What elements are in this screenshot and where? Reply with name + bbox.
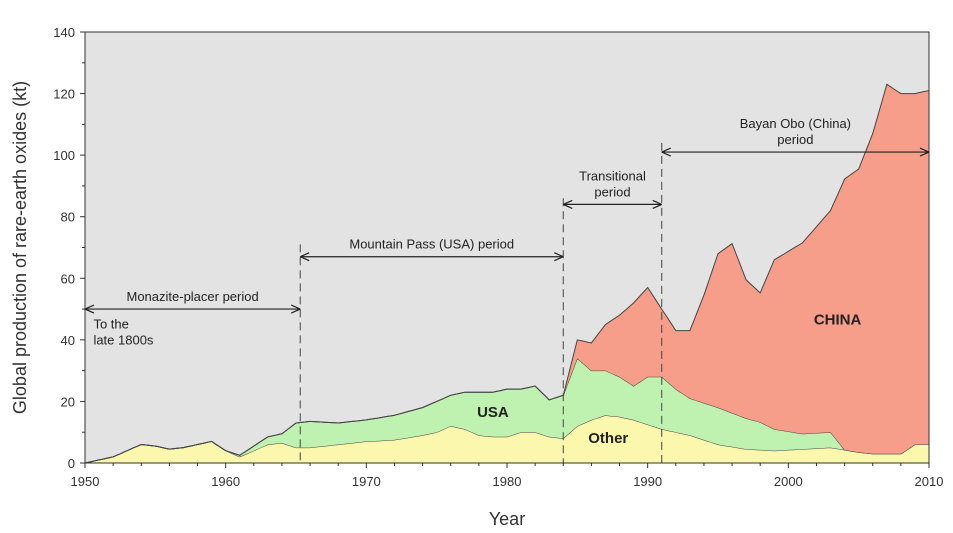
y-tick-label: 0 [68,456,75,471]
x-tick-label: 2000 [774,474,803,489]
period-label: Transitional [579,168,646,183]
x-tick-label: 1980 [493,474,522,489]
period-label: Monazite-placer period [126,289,258,304]
area-other [85,415,929,463]
y-axis: 0 20 40 60 80 100 120 140 [53,25,85,471]
x-tick-label: 1990 [633,474,662,489]
area-labels: USA Other CHINA [477,311,861,447]
y-tick-label: 40 [61,333,75,348]
period-arrow: Mountain Pass (USA) period [299,237,564,262]
annotation-label: late 1800s [93,332,153,347]
stacked-areas [84,83,930,464]
area-usa [85,358,929,463]
y-tick-label: 140 [53,25,75,40]
y-tick-label: 100 [53,148,75,163]
period-boundaries [299,142,663,463]
x-axis-title: Year [489,509,525,529]
y-tick-label: 80 [61,210,75,225]
period-label: period [777,132,813,147]
area-china [85,84,929,464]
area-label: Other [588,430,628,447]
x-axis: 1950 1960 1970 1980 1990 2000 2010 [71,463,944,489]
period-label: Mountain Pass (USA) period [349,237,514,252]
area-label: CHINA [814,311,862,328]
period-arrow: Monazite-placer period [84,289,301,314]
y-tick-label: 120 [53,87,75,102]
y-axis-title: Global production of rare-earth oxides (… [10,81,30,414]
annotation-label: To the [93,316,128,331]
period-label: period [594,184,630,199]
x-tick-label: 1970 [352,474,381,489]
period-label: Bayan Obo (China) [740,116,851,131]
area-label: USA [477,404,509,421]
x-tick-label: 1950 [71,474,100,489]
y-tick-label: 20 [61,394,75,409]
y-tick-label: 60 [61,271,75,286]
period-arrows: Monazite-placer period Mountain Pass (USA… [84,116,930,347]
x-tick-label: 2010 [915,474,944,489]
period-arrow: Bayan Obo (China)period [661,116,930,157]
x-tick-label: 1960 [211,474,240,489]
area-outline-china [84,83,930,464]
